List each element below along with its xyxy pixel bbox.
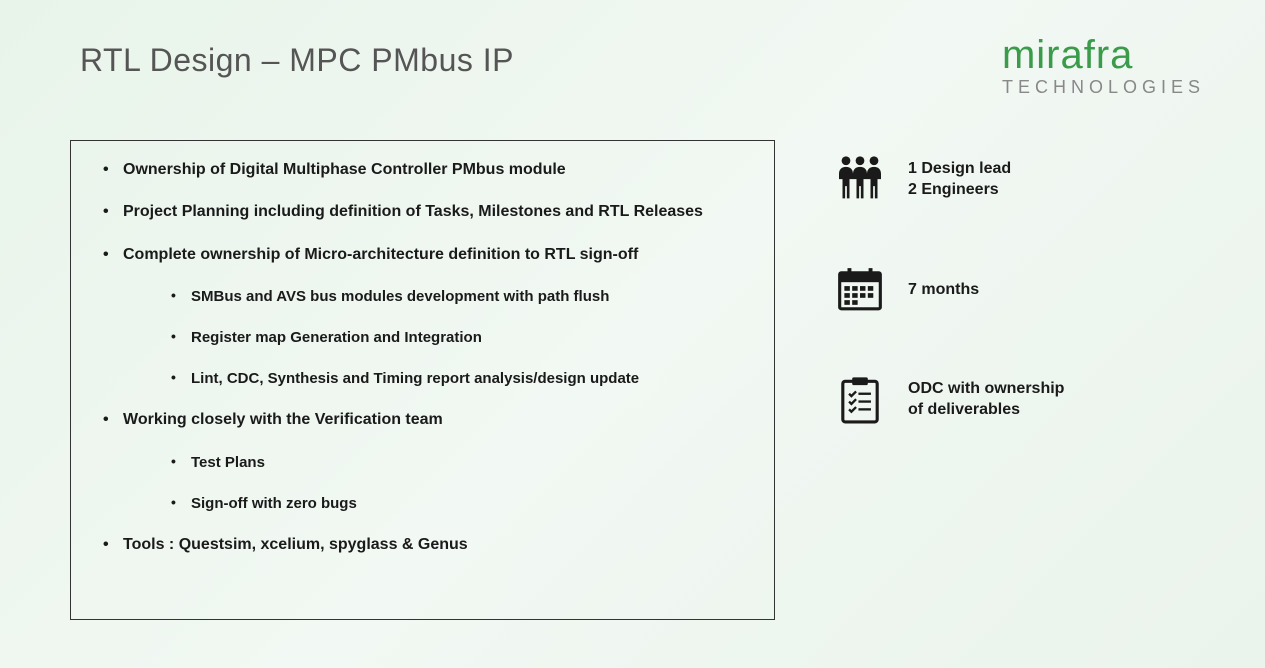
duration-text: 7 months [908, 280, 979, 301]
sub-bullet-item: Lint, CDC, Synthesis and Timing report a… [163, 368, 754, 389]
bullet-text: Tools : Questsim, xcelium, spyglass & Ge… [123, 536, 468, 553]
sub-bullet-item: Register map Generation and Integration [163, 327, 754, 348]
clipboard-icon [830, 370, 890, 430]
team-line2: 2 Engineers [908, 180, 1011, 201]
bullet-list: Ownership of Digital Multiphase Controll… [99, 159, 754, 556]
bullet-item: Project Planning including definition of… [99, 201, 754, 223]
logo-sub-text: TECHNOLOGIES [1002, 77, 1205, 98]
people-icon [830, 150, 890, 210]
deliverables-line2: of deliverables [908, 400, 1064, 421]
bullet-item: Working closely with the Verification te… [99, 409, 754, 513]
bullet-text: Ownership of Digital Multiphase Controll… [123, 161, 566, 178]
deliverables-text: ODC with ownership of deliverables [908, 379, 1064, 421]
logo-main-text: mirafra [1002, 35, 1205, 75]
deliverables-line1: ODC with ownership [908, 379, 1064, 400]
bullet-text: Working closely with the Verification te… [123, 411, 443, 428]
bullet-item: Tools : Questsim, xcelium, spyglass & Ge… [99, 534, 754, 556]
content-box: Ownership of Digital Multiphase Controll… [70, 140, 775, 620]
bullet-item: Ownership of Digital Multiphase Controll… [99, 159, 754, 181]
sub-bullet-list: SMBus and AVS bus modules development wi… [123, 286, 754, 389]
duration-info: 7 months [830, 260, 1210, 320]
team-line1: 1 Design lead [908, 159, 1011, 180]
sidebar: 1 Design lead 2 Engineers [830, 150, 1210, 480]
company-logo: mirafra TECHNOLOGIES [1002, 35, 1205, 98]
deliverables-info: ODC with ownership of deliverables [830, 370, 1210, 430]
duration-line1: 7 months [908, 280, 979, 301]
sub-bullet-list: Test Plans Sign-off with zero bugs [123, 452, 754, 514]
sub-bullet-item: SMBus and AVS bus modules development wi… [163, 286, 754, 307]
bullet-text: Project Planning including definition of… [123, 203, 703, 220]
calendar-icon [830, 260, 890, 320]
sub-bullet-item: Test Plans [163, 452, 754, 473]
bullet-text: Complete ownership of Micro-architecture… [123, 246, 638, 263]
slide-title: RTL Design – MPC PMbus IP [80, 42, 514, 79]
team-text: 1 Design lead 2 Engineers [908, 159, 1011, 201]
sub-bullet-item: Sign-off with zero bugs [163, 493, 754, 514]
team-info: 1 Design lead 2 Engineers [830, 150, 1210, 210]
bullet-item: Complete ownership of Micro-architecture… [99, 244, 754, 389]
